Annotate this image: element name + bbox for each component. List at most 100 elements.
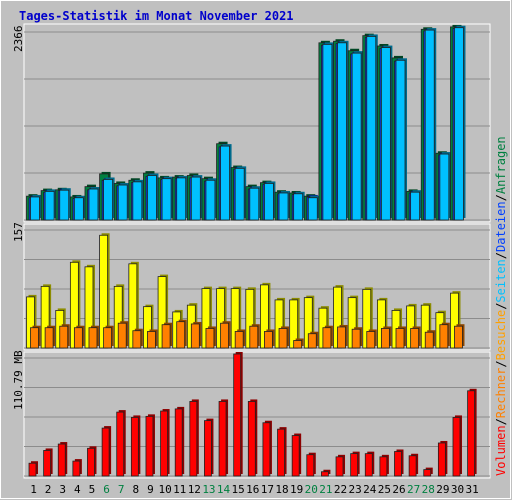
legend-dateien: Dateien	[494, 201, 508, 252]
bar-rechner-day-30-face	[454, 325, 463, 349]
bar-seiten-day-1	[30, 194, 42, 221]
x-tick-label-6: 6	[103, 483, 110, 496]
bar-seiten-day-14-face	[220, 145, 230, 221]
x-tick-label-2: 2	[45, 483, 52, 496]
x-tick-label-30: 30	[451, 483, 464, 496]
bar-volumen-day-29	[437, 440, 448, 477]
bar-seiten-day-9-face	[147, 175, 157, 221]
bar-rechner-day-13-face	[205, 328, 215, 349]
legend-seiten: Seiten	[494, 259, 508, 302]
x-tick-label-8: 8	[133, 483, 140, 496]
bar-rechner-day-9-face	[147, 331, 156, 349]
scale-label-middle: 157	[12, 222, 25, 242]
bar-rechner-day-26-face	[395, 328, 405, 349]
x-tick-label-3: 3	[59, 483, 66, 496]
legend-sep-5: /	[494, 194, 508, 201]
bar-rechner-day-2-face	[44, 327, 54, 349]
bar-volumen-day-4	[72, 459, 82, 477]
bar-volumen-day-13-face	[204, 420, 212, 477]
bar-seiten-day-6-face	[103, 179, 113, 221]
bar-seiten-day-3-face	[59, 189, 70, 221]
x-tick-label-9: 9	[147, 483, 154, 496]
bar-seiten-day-9	[147, 173, 159, 221]
bar-seiten-day-25-face	[380, 47, 391, 221]
bar-rechner-day-19	[293, 338, 304, 349]
bar-volumen-day-8-face	[130, 417, 139, 477]
bar-volumen-day-30	[452, 415, 462, 477]
x-tick-label-25: 25	[378, 483, 391, 496]
bar-seiten-day-11-face	[176, 177, 187, 221]
bar-volumen-day-22	[335, 454, 346, 477]
bar-volumen-day-28	[423, 467, 433, 477]
bar-volumen-day-18-face	[277, 428, 285, 477]
bar-rechner-day-1-face	[30, 327, 39, 349]
x-tick-label-17: 17	[261, 483, 274, 496]
bar-seiten-day-26	[395, 58, 407, 221]
bar-seiten-day-8-face	[132, 181, 143, 221]
bar-volumen-day-9	[145, 414, 155, 477]
legend-volumen: Volumen	[494, 425, 508, 476]
bar-seiten-day-20	[307, 195, 320, 221]
bar-rechner-day-15	[234, 329, 246, 349]
bar-seiten-day-4-face	[73, 197, 84, 221]
bar-volumen-day-16-face	[247, 401, 256, 477]
bar-rechner-day-11-face	[176, 321, 186, 349]
bar-volumen-day-31-face	[467, 390, 476, 477]
bar-rechner-day-21-face	[322, 327, 332, 349]
bar-volumen-day-31	[467, 388, 477, 477]
bar-rechner-day-17-face	[264, 331, 273, 349]
bar-rechner-day-27	[410, 326, 421, 349]
bar-volumen-day-23-face	[350, 453, 359, 477]
bar-seiten-day-12-face	[190, 176, 201, 221]
bar-volumen-day-17-face	[262, 422, 271, 477]
bar-volumen-day-5	[87, 446, 97, 477]
bar-rechner-day-20-face	[307, 333, 317, 349]
bar-seiten-day-16	[249, 186, 261, 221]
bar-volumen-day-7	[116, 410, 126, 477]
bar-volumen-day-11-face	[174, 408, 183, 477]
panel-volumen	[23, 351, 491, 479]
bar-rechner-day-27-face	[410, 328, 420, 349]
bar-volumen-day-14	[218, 399, 229, 477]
x-tick-label-21: 21	[319, 483, 332, 496]
bar-rechner-day-23-face	[351, 328, 361, 349]
bar-seiten-day-4	[73, 195, 86, 221]
panel-besuche-rechner	[23, 223, 491, 351]
bar-rechner-day-12-face	[190, 323, 200, 349]
legend-besuche: Besuche	[494, 310, 508, 361]
legend-sep-4: /	[494, 252, 508, 259]
bar-seiten-day-30-face	[454, 27, 464, 221]
bar-rechner-day-17	[264, 329, 275, 349]
bar-seiten-day-10-face	[161, 178, 172, 221]
bar-volumen-day-4-face	[72, 460, 81, 477]
x-tick-label-16: 16	[246, 483, 259, 496]
bar-seiten-day-18-face	[278, 192, 289, 221]
bar-seiten-day-21-face	[322, 43, 333, 221]
bar-seiten-day-23-face	[351, 52, 362, 221]
bar-seiten-day-8	[132, 179, 144, 221]
bar-rechner-day-6-face	[103, 327, 112, 349]
bar-seiten-day-22-face	[337, 42, 347, 221]
x-tick-label-12: 12	[188, 483, 201, 496]
legend: Volumen/Rechner/Besuche/Seiten/Dateien/A…	[494, 136, 508, 476]
bar-volumen-day-27	[408, 453, 419, 477]
bar-rechner-day-8	[132, 328, 143, 349]
bar-seiten-day-1-face	[30, 196, 40, 221]
bar-seiten-day-5-face	[88, 188, 99, 221]
bar-volumen-day-9-face	[145, 415, 154, 477]
bar-volumen-day-6	[101, 426, 112, 477]
bar-rechner-day-24	[366, 329, 377, 349]
bar-volumen-day-25	[379, 454, 389, 477]
bar-rechner-day-12	[190, 321, 202, 349]
x-tick-label-5: 5	[89, 483, 96, 496]
bar-seiten-day-19-face	[293, 193, 304, 221]
bar-volumen-day-15	[233, 352, 243, 477]
bar-volumen-day-22-face	[335, 456, 344, 477]
chart-title: Tages-Statistik im Monat November 2021	[19, 9, 294, 23]
bar-volumen-day-18	[277, 427, 287, 477]
bar-volumen-day-17	[262, 420, 272, 477]
bar-volumen-day-2	[43, 448, 53, 477]
bar-rechner-day-18-face	[278, 328, 288, 349]
bar-seiten-day-12	[190, 175, 203, 221]
